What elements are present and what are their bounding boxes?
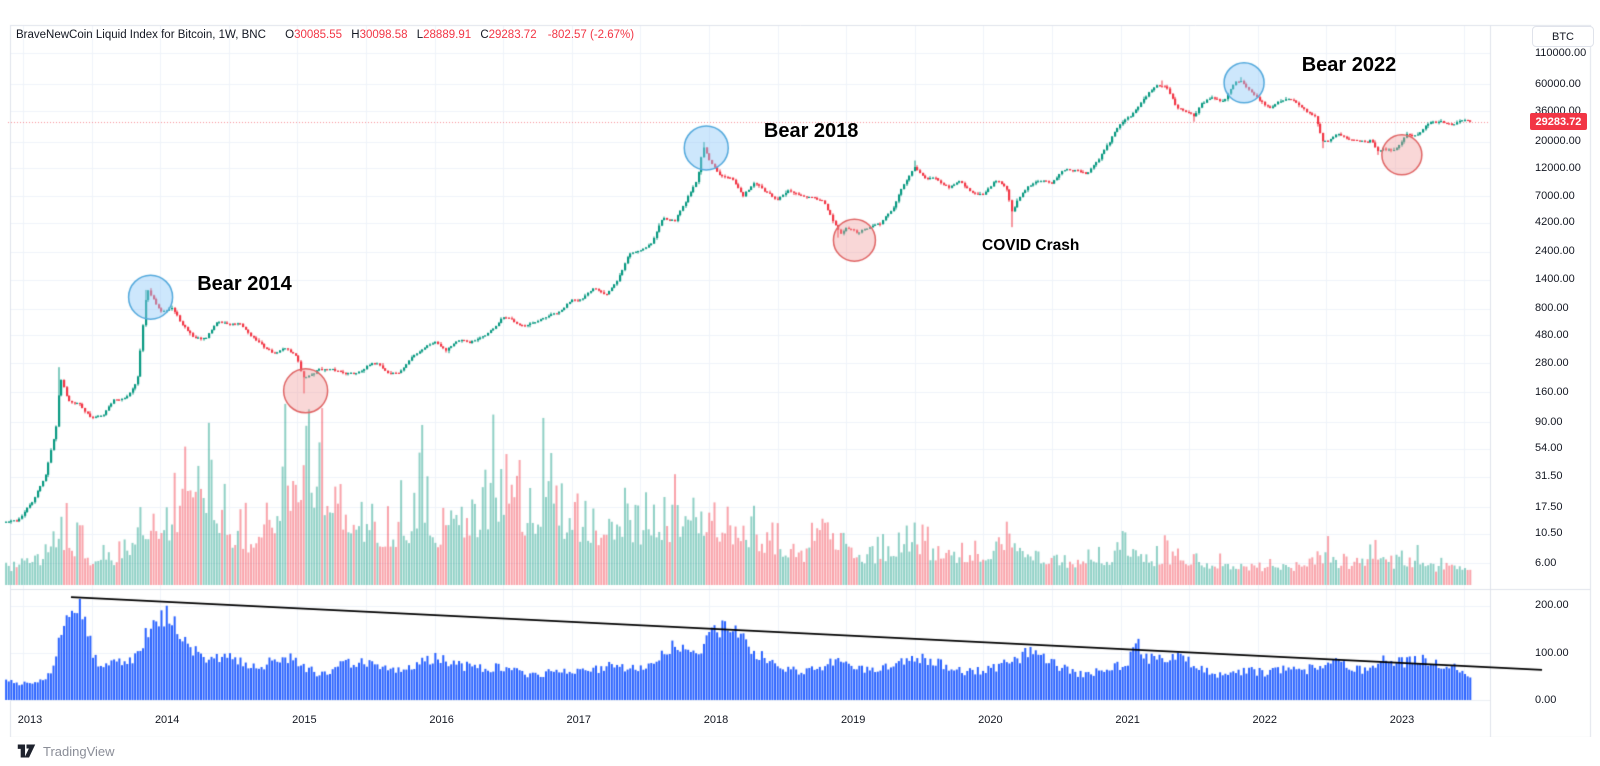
legend-symbol-title: BraveNewCoin Liquid Index for Bitcoin, 1… xyxy=(16,29,266,41)
legend-open-label: O xyxy=(285,29,295,41)
legend-high-label: H xyxy=(351,29,360,41)
legend-open-value: 30085.55 xyxy=(294,29,343,41)
legend-high-value: 30098.58 xyxy=(359,29,408,41)
currency-unit-button[interactable]: BTC xyxy=(1532,26,1594,47)
legend-low-label: L xyxy=(416,29,424,41)
legend-close-value: 29283.72 xyxy=(488,29,537,41)
footer-bar: TradingView xyxy=(0,737,1600,766)
legend-close-label: C xyxy=(480,29,489,41)
legend-low-value: 28889.91 xyxy=(423,29,472,41)
last-price-label: 29283.72 xyxy=(1530,113,1587,131)
tradingview-logo[interactable]: TradingView xyxy=(16,743,115,759)
tradingview-logo-text: TradingView xyxy=(43,743,115,759)
chart-legend[interactable]: BraveNewCoin Liquid Index for Bitcoin, 1… xyxy=(16,29,634,41)
legend-change-value: -802.57 (-2.67%) xyxy=(547,29,635,41)
tradingview-logo-icon xyxy=(17,744,36,758)
